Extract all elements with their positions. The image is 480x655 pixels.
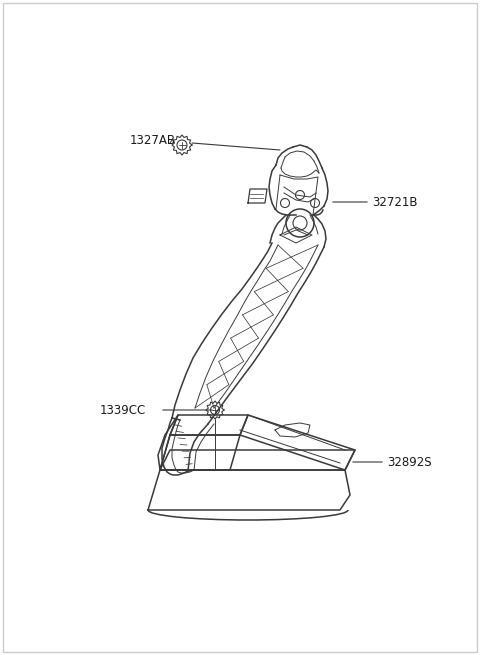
Text: 32721B: 32721B — [372, 195, 418, 208]
Text: 32892S: 32892S — [387, 455, 432, 468]
Text: 1339CC: 1339CC — [100, 403, 146, 417]
Text: 1327AB: 1327AB — [130, 134, 176, 147]
